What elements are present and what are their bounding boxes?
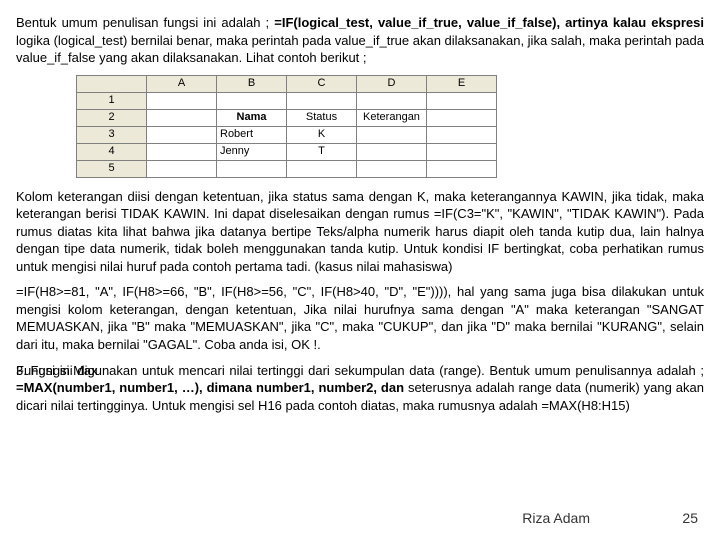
col-d: D	[357, 75, 427, 92]
col-e: E	[427, 75, 497, 92]
spreadsheet-example: A B C D E 1 2 Nama Status Keterangan 3 R…	[76, 75, 704, 178]
cell: Status	[287, 109, 357, 126]
p4-body: Fungsi ini digunakan untuk mencari nilai…	[16, 363, 704, 378]
table-row: 5	[77, 160, 497, 177]
paragraph-3: =IF(H8>=81, "A", IF(H8>=66, "B", IF(H8>=…	[16, 283, 704, 353]
cell: Nama	[217, 109, 287, 126]
col-b: B	[217, 75, 287, 92]
cell	[427, 160, 497, 177]
p4-bold: =MAX(number1, number1, …), dimana number…	[16, 380, 408, 395]
cell	[217, 160, 287, 177]
cell: K	[287, 126, 357, 143]
cell	[287, 92, 357, 109]
rownum: 2	[77, 109, 147, 126]
p4-title: 3. Fungsi Max	[16, 362, 98, 380]
cell	[357, 126, 427, 143]
cell: Robert	[217, 126, 287, 143]
cell	[287, 160, 357, 177]
footer-page-number: 25	[682, 509, 698, 528]
spreadsheet-table: A B C D E 1 2 Nama Status Keterangan 3 R…	[76, 75, 497, 178]
p1-text-c: logika (logical_test) bernilai benar, ma…	[16, 33, 704, 66]
col-a: A	[147, 75, 217, 92]
col-corner	[77, 75, 147, 92]
table-row: 2 Nama Status Keterangan	[77, 109, 497, 126]
cell	[357, 143, 427, 160]
paragraph-1: Bentuk umum penulisan fungsi ini adalah …	[16, 14, 704, 67]
cell: Jenny	[217, 143, 287, 160]
p1-text-b: =IF(logical_test, value_if_true, value_i…	[274, 15, 704, 30]
p1-text-a: Bentuk umum penulisan fungsi ini adalah …	[16, 15, 274, 30]
paragraph-2: Kolom keterangan diisi dengan ketentuan,…	[16, 188, 704, 276]
cell	[357, 92, 427, 109]
rownum: 3	[77, 126, 147, 143]
table-row: 1	[77, 92, 497, 109]
cell	[427, 143, 497, 160]
table-row: 4 Jenny T	[77, 143, 497, 160]
rownum: 1	[77, 92, 147, 109]
cell	[357, 160, 427, 177]
cell	[147, 126, 217, 143]
cell	[427, 92, 497, 109]
rownum: 5	[77, 160, 147, 177]
rownum: 4	[77, 143, 147, 160]
footer-author: Riza Adam	[522, 509, 590, 528]
col-c: C	[287, 75, 357, 92]
table-row: 3 Robert K	[77, 126, 497, 143]
cell	[147, 160, 217, 177]
cell	[217, 92, 287, 109]
cell	[147, 143, 217, 160]
header-row: A B C D E	[77, 75, 497, 92]
cell	[147, 92, 217, 109]
cell	[427, 109, 497, 126]
cell	[427, 126, 497, 143]
cell	[147, 109, 217, 126]
paragraph-4: 3. Fungsi Max Fungsi ini digunakan untuk…	[16, 362, 704, 415]
cell: Keterangan	[357, 109, 427, 126]
cell: T	[287, 143, 357, 160]
